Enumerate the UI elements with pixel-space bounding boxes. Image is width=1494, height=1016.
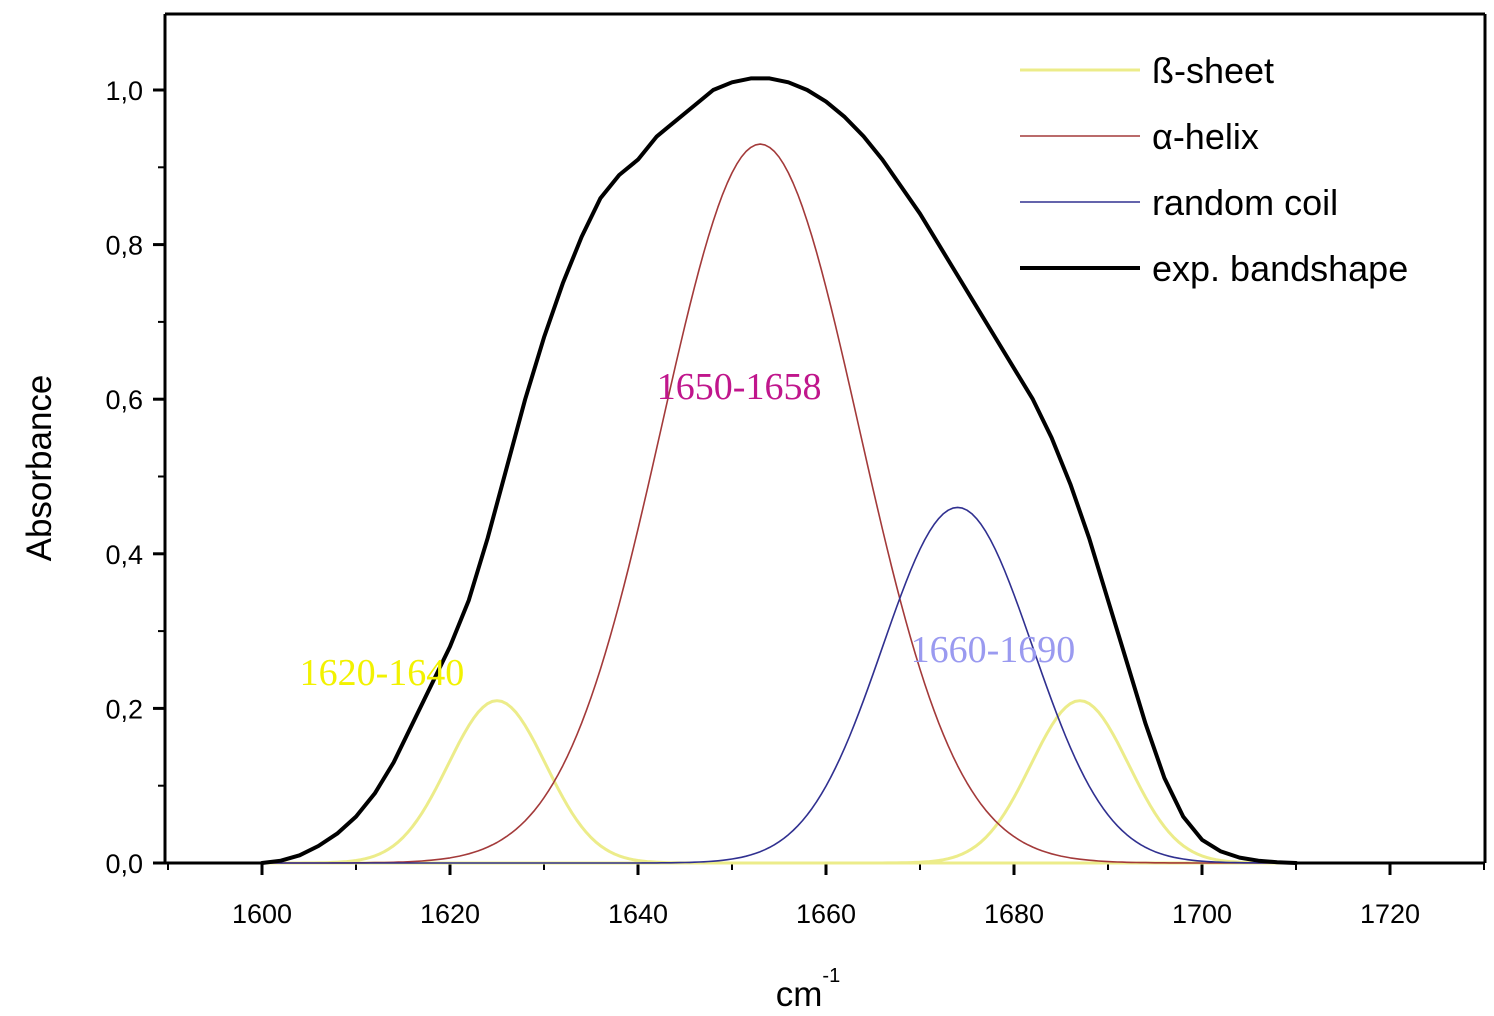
- annotation-layer: 1620-1640 1650-1658 1660-1690: [300, 366, 1076, 694]
- x-tick-label: 1720: [1360, 899, 1420, 929]
- x-axis-title-unit: cm: [776, 975, 823, 1014]
- sheet-band-curve: [262, 699, 1296, 865]
- sheet-band-curve: [262, 699, 1296, 865]
- y-tick-label: 0,2: [105, 694, 143, 724]
- y-tick-label: 1,0: [105, 76, 143, 106]
- x-tick-label: 1660: [796, 899, 856, 929]
- legend: ß-sheet α-helix random coil exp. bandshape: [1020, 50, 1408, 289]
- x-axis-title: cm-1: [776, 965, 840, 1014]
- series-layer: [260, 76, 1298, 865]
- plot-frame: [163, 12, 1487, 865]
- x-tick-label: 1600: [232, 899, 292, 929]
- y-tick-label: 0,0: [105, 849, 143, 879]
- y-tick-label: 0,4: [105, 540, 143, 570]
- range-annotation: 1660-1690: [911, 629, 1076, 671]
- legend-label: ß-sheet: [1152, 50, 1274, 91]
- x-tick-label: 1680: [984, 899, 1044, 929]
- x-axis-title-superscript: -1: [822, 965, 840, 987]
- y-tick-label: 0,6: [105, 385, 143, 415]
- range-annotation: 1620-1640: [300, 652, 465, 694]
- legend-label: random coil: [1152, 182, 1338, 223]
- y-tick-label: 0,8: [105, 231, 143, 261]
- range-annotation: 1650-1658: [657, 366, 822, 408]
- exp-bandshape-line: [260, 76, 1298, 865]
- helix-band-curve: [262, 143, 1296, 864]
- x-tick-label: 1700: [1172, 899, 1232, 929]
- legend-label: α-helix: [1152, 116, 1259, 157]
- x-tick-label: 1620: [420, 899, 480, 929]
- x-axis-ticks: 1600 1620 1640 1660 1680 1700 1720: [167, 863, 1485, 929]
- y-axis-ticks: 0,0 0,2 0,4 0,6 0,8 1,0: [105, 76, 165, 879]
- legend-label: exp. bandshape: [1152, 248, 1408, 289]
- y-axis-title: Absorbance: [20, 375, 59, 562]
- x-tick-label: 1640: [608, 899, 668, 929]
- random-coil-band-curve: [262, 506, 1296, 864]
